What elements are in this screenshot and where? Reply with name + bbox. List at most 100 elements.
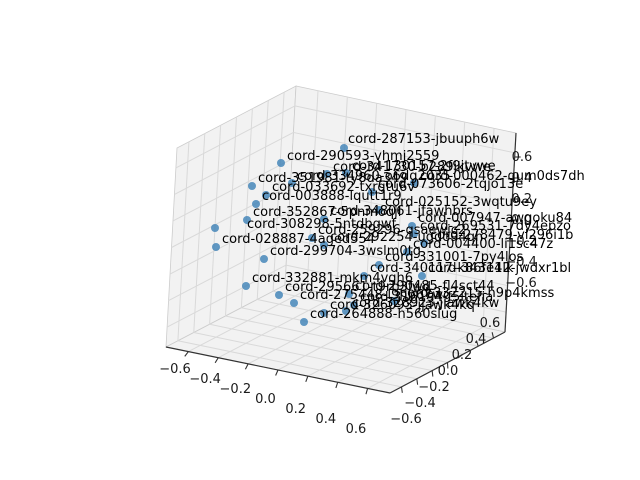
grid-line (193, 332, 417, 380)
scatter-point (345, 290, 353, 298)
point-label: cord-341730-b289jkvwe (333, 160, 491, 175)
grid-line (166, 264, 287, 328)
scatter-point (260, 255, 268, 263)
grid-line (171, 185, 291, 248)
x-tick-label: 0.2 (285, 402, 306, 417)
z-tick-label: −0.4 (505, 255, 537, 270)
y-tick-label: −0.6 (390, 412, 422, 427)
scatter-point (320, 241, 328, 249)
grid-line (172, 158, 293, 222)
grid-line (169, 211, 290, 275)
point-label: cord-287153-jbuuph6w (348, 132, 500, 147)
scatter-point (290, 299, 298, 307)
point-label: cord-290485-fl4sct44 (355, 279, 495, 294)
scatter-point (252, 200, 260, 208)
point-label: cord-299704-3wslm0tg (270, 244, 421, 259)
y-tick-mark (431, 370, 434, 377)
point-label: cord-334960-o6dg2035 (297, 169, 451, 184)
scatter-point (212, 243, 220, 251)
x-tick-label: 0.4 (315, 412, 336, 427)
scatter-point (410, 179, 418, 187)
scatter-point (375, 206, 383, 214)
z-tick-label: 0.6 (512, 150, 533, 165)
point-label: cord-316194-f5itefia (360, 290, 493, 305)
point-label: cord-278479-vl296i1b (430, 228, 573, 243)
grid-line (209, 323, 433, 372)
x-tick-mark (335, 382, 339, 389)
grid-line (294, 105, 516, 154)
grid-line (241, 307, 463, 355)
scatter-point (418, 272, 426, 280)
grid-line (175, 105, 296, 169)
z-tick-label: −0.6 (505, 276, 537, 291)
scatter-point (277, 159, 285, 167)
scatter-point (340, 144, 348, 152)
point-label: cord-259296-qsaewjc2 (318, 223, 466, 238)
x-tick-label: 0.0 (255, 392, 276, 407)
point-label: cord-332881-mkm4vgh6 (252, 271, 413, 286)
y-tick-mark (400, 386, 403, 393)
point-label: cord-331001-7py4los (385, 250, 524, 265)
y-tick-label: −0.2 (418, 380, 450, 395)
point-label: cord-292254-ugdo94qh (330, 230, 483, 245)
point-label: cord-340117-k86fe4lk (370, 261, 514, 276)
x-tick-mark (184, 351, 189, 357)
point-label: cord-290593-vhmj2559 (287, 149, 439, 164)
scatter-point (248, 182, 256, 190)
scatter-point (360, 272, 368, 280)
point-label: cord-025152-3wqtu9ey (385, 195, 537, 210)
z-tick-label: −0.2 (506, 234, 538, 249)
y-tick-mark (416, 378, 419, 385)
point-label: cord-275448-l9hb67wg (300, 288, 451, 303)
scatter-point (211, 224, 219, 232)
scatter-point (323, 170, 331, 178)
x-tick-mark (214, 357, 219, 364)
point-label: cord-028887-4aged554 (222, 232, 375, 247)
grid-line (285, 264, 507, 313)
scatter-point (300, 318, 308, 326)
grid-line (177, 340, 402, 388)
grid-line (291, 158, 513, 207)
scatter-point (342, 307, 350, 315)
grid-line (225, 315, 448, 363)
y-tick-label: 0.2 (452, 348, 473, 363)
point-label: cord-033692-txrgtu6v (272, 180, 415, 195)
point-label: cord-007947-awgoku84 (418, 211, 572, 226)
scatter-point (275, 291, 283, 299)
point-label: cord-308298-5ntdbgwf (247, 217, 396, 232)
x-tick-label: −0.6 (159, 362, 191, 377)
scatter-point (420, 239, 428, 247)
scatter-point (390, 297, 398, 305)
scatter-point (288, 179, 296, 187)
point-label: cord-269531-7dy4epzo (420, 219, 571, 234)
y-tick-label: 0.6 (480, 316, 501, 331)
y-tick-label: 0.0 (438, 364, 459, 379)
y-tick-label: −0.4 (404, 396, 436, 411)
x-tick-mark (275, 369, 279, 376)
point-label: cord-351981-ty8da349 (258, 171, 408, 186)
scatter-point (408, 222, 416, 230)
point-label: cord-130157-2f9jtvwe (352, 159, 496, 174)
scatter-point (243, 216, 251, 224)
scatter-point (368, 188, 376, 196)
grid-line (293, 131, 514, 180)
scatter-point (342, 169, 350, 177)
scatter-point (403, 248, 411, 256)
z-tick-label: 0.4 (511, 171, 532, 186)
point-label: cord-332215-h9p4kmss (400, 286, 554, 301)
scatter-point (242, 282, 250, 290)
scatter-point (410, 230, 418, 238)
y-tick-label: 0.4 (466, 332, 487, 347)
point-label: cord-328923-jiawk4kw (352, 296, 500, 311)
scatter-point (375, 261, 383, 269)
y-tick-mark (457, 353, 464, 359)
x-tick-mark (305, 375, 309, 382)
x-tick-label: 0.6 (346, 422, 367, 437)
scatter-point (262, 191, 270, 199)
scatter-point (308, 234, 316, 242)
point-label: cord-326093-jjawk4kq (330, 298, 475, 313)
point-label: cord-000462-qum0ds7dh (420, 169, 585, 184)
grid-line (272, 290, 494, 339)
